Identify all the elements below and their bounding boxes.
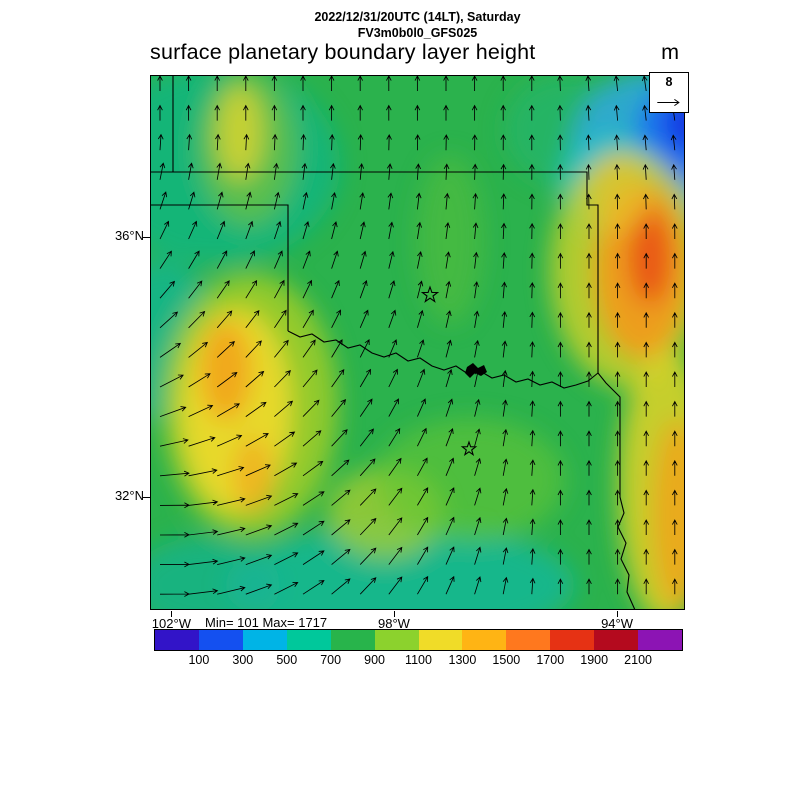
lon-tick-mark [617, 611, 619, 617]
plot-frame [150, 75, 685, 610]
units-label: m [661, 40, 679, 64]
colorbar-cell [198, 630, 243, 650]
colorbar-tick-label: 1900 [580, 653, 609, 667]
map-plot: 8 Min= 101 Max= 1717 36°N 32°N 102°W 98°W 94… [115, 72, 689, 631]
colorbar-cell [418, 630, 463, 650]
lon-tick-mark [171, 611, 173, 617]
colorbar-tick-label: 100 [188, 653, 210, 667]
wind-reference-box: 8 [649, 72, 689, 113]
colorbar-tick-label: 1300 [448, 653, 477, 667]
colorbar-labels: 100 300 500 700 900 1100 1300 1500 1700 1900 2100 [155, 653, 682, 668]
title-row: surface planetary boundary layer height … [150, 40, 687, 65]
lat-tick-label: 32°N [114, 488, 144, 504]
colorbar-tick-label: 900 [364, 653, 386, 667]
lat-tick-label: 36°N [114, 228, 144, 244]
city-star-marker [460, 440, 478, 457]
page-title: surface planetary boundary layer height [150, 40, 536, 64]
colorbar-cell [506, 630, 551, 650]
colorbar-cell [550, 630, 595, 650]
colorbar-cell [330, 630, 375, 650]
colorbar-tick-label: 1700 [536, 653, 565, 667]
model-label: FV3m0b0l0_GFS025 [357, 26, 478, 41]
lon-tick-label: 94°W [601, 616, 634, 631]
wind-reference-value: 8 [665, 75, 673, 89]
wind-reference-arrow-icon [657, 98, 680, 107]
lake-texoma [465, 363, 487, 378]
colorbar-tick-label: 2100 [624, 653, 652, 667]
wind-vectors [157, 75, 678, 597]
city-markers [420, 285, 478, 457]
colorbar-tick-label: 1500 [492, 653, 521, 667]
min-max-label: Min= 101 Max= 1717 [205, 615, 328, 630]
colorbar-cell [374, 630, 419, 650]
lat-tick-mark [143, 237, 150, 239]
map-canvas [150, 75, 685, 610]
colorbar-cell [286, 630, 331, 650]
colorbar-cell [242, 630, 287, 650]
colorbar-tick-label: 700 [320, 653, 342, 667]
colorbar-tick-label: 1100 [405, 653, 432, 667]
lon-tick-label: 98°W [377, 616, 410, 631]
colorbar-cell [638, 630, 683, 650]
colorbar-tick-label: 300 [232, 653, 254, 667]
lon-tick-mark [393, 611, 395, 617]
colorbar-cell [155, 630, 199, 650]
lon-tick-label: 102°W [151, 616, 191, 631]
lat-tick-mark [143, 497, 150, 499]
pbl-height-field [150, 75, 685, 610]
datetime-label: 2022/12/31/20UTC (14LT), Saturday [314, 10, 521, 24]
colorbar-cell [594, 630, 639, 650]
colorbar-cell [462, 630, 507, 650]
colorbar [154, 629, 683, 651]
city-star-marker [420, 285, 440, 303]
header: 2022/12/31/20UTC (14LT), Saturday FV3m0b… [150, 9, 685, 42]
colorbar-tick-label: 500 [276, 653, 298, 667]
pbl-field-blobs [150, 75, 685, 610]
